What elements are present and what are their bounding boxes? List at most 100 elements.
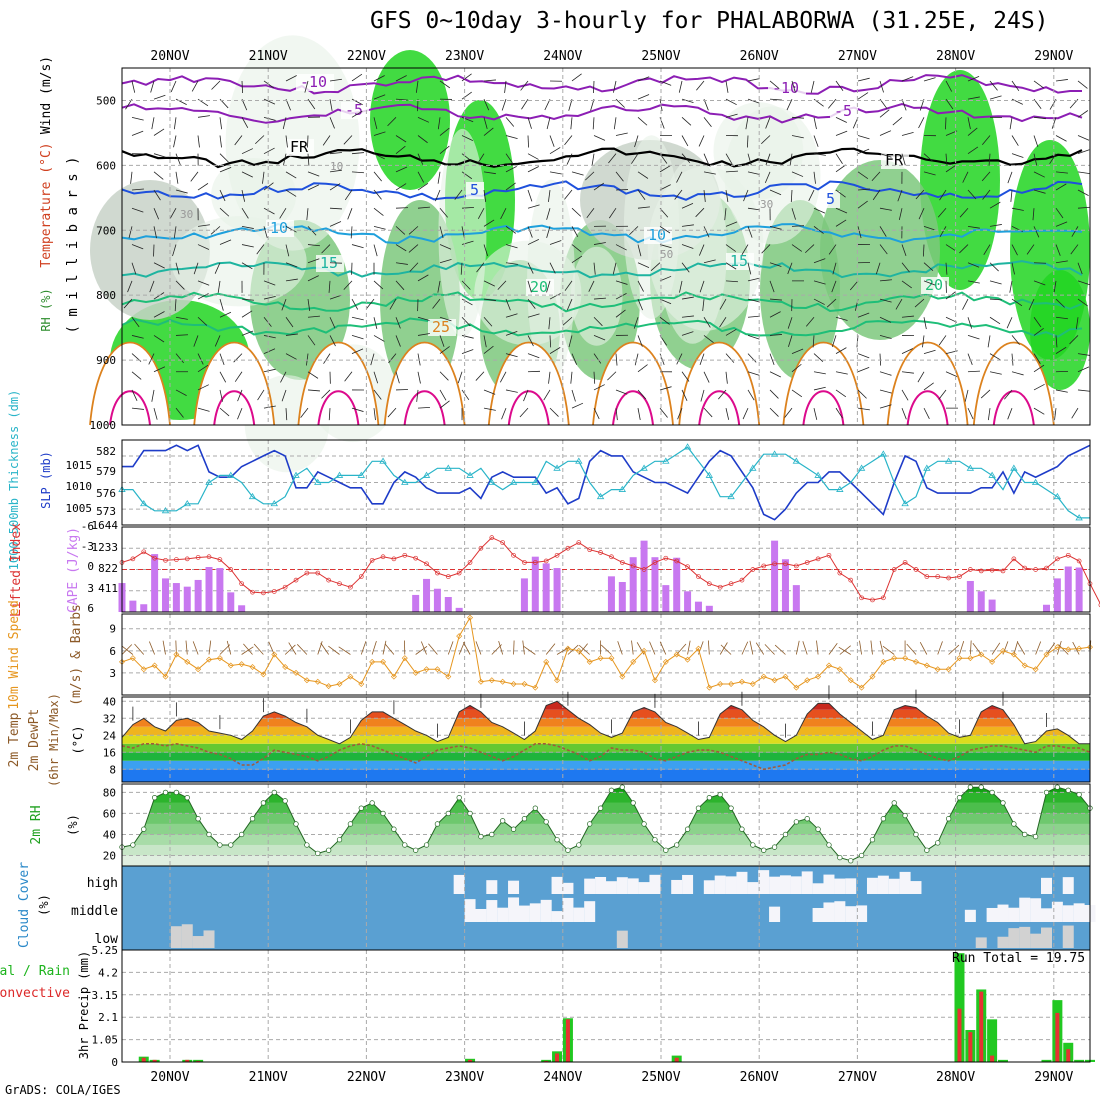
rh-point bbox=[500, 818, 506, 824]
li-point bbox=[315, 570, 321, 576]
thickness-point bbox=[857, 464, 866, 471]
wind-barb bbox=[1033, 383, 1045, 391]
cape-bar bbox=[781, 559, 789, 612]
wind-barb bbox=[659, 407, 668, 418]
wind-barb bbox=[395, 371, 400, 384]
cloud-unit-label: (%) bbox=[37, 894, 51, 916]
cape-bar bbox=[140, 604, 148, 612]
wind-barb bbox=[131, 207, 144, 213]
precip-total-bar bbox=[1074, 1059, 1085, 1062]
li-point bbox=[130, 556, 136, 562]
cape-bar bbox=[433, 588, 441, 612]
wind-barb bbox=[300, 407, 309, 418]
wind-barb bbox=[707, 640, 710, 655]
temp-line bbox=[121, 700, 1090, 745]
li-point bbox=[1098, 602, 1100, 608]
wind-barb bbox=[131, 389, 138, 402]
rh-point bbox=[935, 840, 941, 846]
date-label-top: 20NOV bbox=[150, 49, 189, 64]
wind-barb bbox=[131, 80, 136, 93]
date-label-top: 29NOV bbox=[1034, 49, 1073, 64]
wind-barb bbox=[1055, 389, 1068, 393]
wind-barb bbox=[826, 298, 837, 308]
wind-barb bbox=[562, 316, 573, 326]
wind-barb bbox=[699, 353, 705, 366]
cloud-cell bbox=[540, 899, 552, 922]
wind-barb bbox=[813, 171, 816, 184]
cape-bar bbox=[1053, 578, 1061, 612]
wind-barb bbox=[1055, 183, 1067, 191]
wind-barb bbox=[546, 226, 551, 239]
cape-tick-label: 822 bbox=[98, 562, 118, 575]
wind-barb bbox=[373, 131, 386, 136]
wind-speed-point bbox=[782, 673, 789, 680]
wind-barb bbox=[255, 135, 265, 145]
temp-contour bbox=[89, 341, 171, 426]
wind-speed-point bbox=[282, 664, 289, 671]
cape-bar bbox=[227, 592, 235, 612]
wind-barb bbox=[1033, 226, 1040, 238]
cloud-cell bbox=[562, 897, 574, 922]
thickness-point bbox=[836, 485, 844, 492]
cloud-cell bbox=[769, 876, 781, 894]
li-point bbox=[141, 549, 147, 555]
wind-barb bbox=[879, 226, 887, 237]
wind-barb bbox=[329, 99, 333, 112]
rh-point bbox=[369, 800, 375, 806]
wind-barb bbox=[787, 317, 793, 329]
wind-barb bbox=[505, 262, 518, 265]
wind-barb bbox=[849, 280, 859, 291]
wind-barb bbox=[460, 262, 463, 275]
wind-speed-point bbox=[1010, 651, 1017, 658]
precip-panel: Run Total = 19.75 5.25 4.2 3.15 2.1 1.05 0 bbox=[92, 944, 1095, 1069]
wind-barb bbox=[857, 148, 870, 155]
wind-barb bbox=[505, 117, 515, 127]
wind-barb bbox=[578, 644, 590, 655]
wind-barb bbox=[263, 182, 274, 191]
date-label-top: 23NOV bbox=[445, 49, 484, 64]
wind-speed-point bbox=[151, 662, 158, 669]
wind-barb bbox=[527, 335, 534, 347]
wind-barb bbox=[591, 153, 595, 166]
thickness-point bbox=[531, 478, 540, 485]
wind-barb bbox=[387, 117, 397, 127]
wind-barb bbox=[745, 117, 749, 130]
wind-barb bbox=[725, 113, 738, 118]
wind-speed-point bbox=[1065, 646, 1072, 653]
wind-barb bbox=[439, 389, 447, 401]
wind-barb bbox=[659, 316, 670, 325]
wind-barb bbox=[263, 147, 275, 155]
wind-barb bbox=[447, 641, 454, 655]
wind-barb bbox=[659, 226, 671, 234]
wind-barb bbox=[197, 244, 210, 250]
rh-point bbox=[282, 798, 288, 804]
wind-barb bbox=[593, 384, 605, 391]
cloud-cell bbox=[605, 881, 617, 894]
wind-barb bbox=[1077, 353, 1090, 356]
wind-speed-point bbox=[597, 655, 604, 662]
li-point bbox=[532, 560, 538, 565]
wind-barb bbox=[131, 262, 137, 275]
wind-barb bbox=[612, 262, 617, 275]
wind-barb bbox=[879, 130, 892, 136]
li-point bbox=[293, 577, 299, 583]
precip-total-legend: Total / Rain bbox=[0, 964, 70, 979]
date-label-top: 28NOV bbox=[936, 49, 975, 64]
wind-barb bbox=[461, 226, 465, 239]
rh-point bbox=[880, 816, 886, 822]
cloud-cell bbox=[203, 930, 215, 948]
wind-barb bbox=[962, 171, 969, 183]
wind-barb bbox=[307, 153, 310, 166]
wind-barb bbox=[637, 389, 647, 400]
wind-barb bbox=[831, 280, 837, 293]
wind-speed-point bbox=[869, 673, 876, 680]
wind-barb bbox=[439, 145, 450, 154]
wind-barb bbox=[835, 371, 848, 375]
temp-contour bbox=[782, 341, 865, 426]
precip-conv-bar bbox=[979, 991, 984, 1062]
rh-point bbox=[1054, 784, 1061, 790]
wind-barb bbox=[417, 99, 419, 112]
wind-barb bbox=[590, 99, 595, 111]
wind-barb bbox=[285, 226, 297, 233]
li-point bbox=[978, 568, 984, 574]
